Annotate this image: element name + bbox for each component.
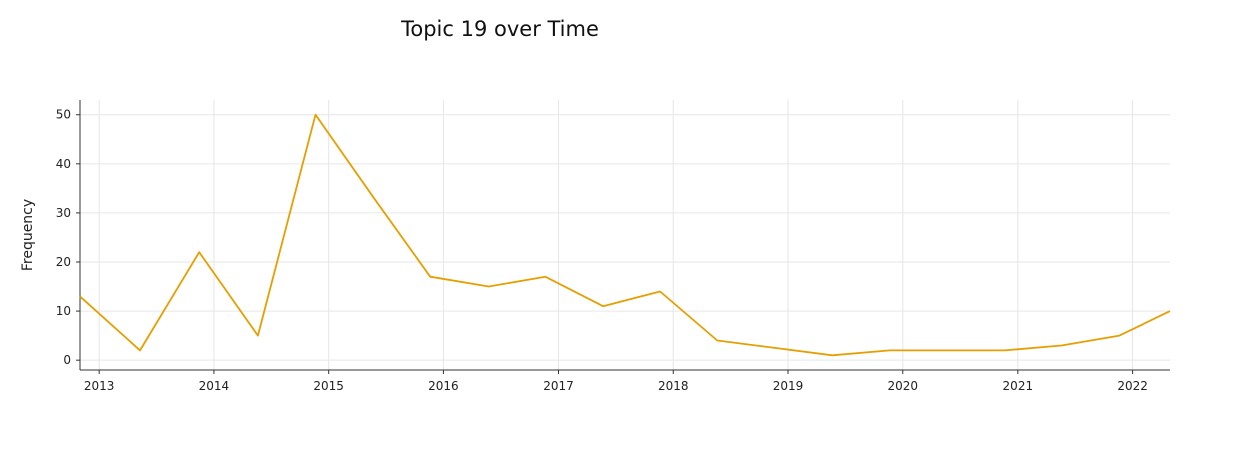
series-line-0 bbox=[79, 113, 1171, 357]
y-tick-label: 0 bbox=[63, 353, 71, 367]
y-axis-title: Frequency bbox=[20, 199, 36, 271]
x-tick-label: 2013 bbox=[84, 379, 115, 393]
chart-title: Topic 19 over Time bbox=[401, 17, 599, 41]
x-tick-label: 2015 bbox=[313, 379, 344, 393]
x-tick-label: 2014 bbox=[199, 379, 230, 393]
x-tick-label: 2022 bbox=[1117, 379, 1148, 393]
x-tick-label: 2021 bbox=[1003, 379, 1034, 393]
x-tick-label: 2016 bbox=[428, 379, 459, 393]
y-tick-label: 10 bbox=[56, 304, 71, 318]
x-tick-label: 2018 bbox=[658, 379, 689, 393]
y-tick-label: 30 bbox=[56, 206, 71, 220]
x-tick-label: 2020 bbox=[887, 379, 918, 393]
axes bbox=[76, 100, 1170, 374]
y-tick-label: 50 bbox=[56, 108, 71, 122]
x-tick-label: 2019 bbox=[773, 379, 804, 393]
y-tick-label: 40 bbox=[56, 157, 71, 171]
grid bbox=[80, 100, 1170, 370]
tick-labels: 0 10 20 30 40 50 2013 2014 2015 2016 2017 2018 2019 2… bbox=[56, 108, 1148, 393]
y-tick-label: 20 bbox=[56, 255, 71, 269]
series bbox=[79, 113, 1171, 357]
x-tick-label: 2017 bbox=[543, 379, 574, 393]
